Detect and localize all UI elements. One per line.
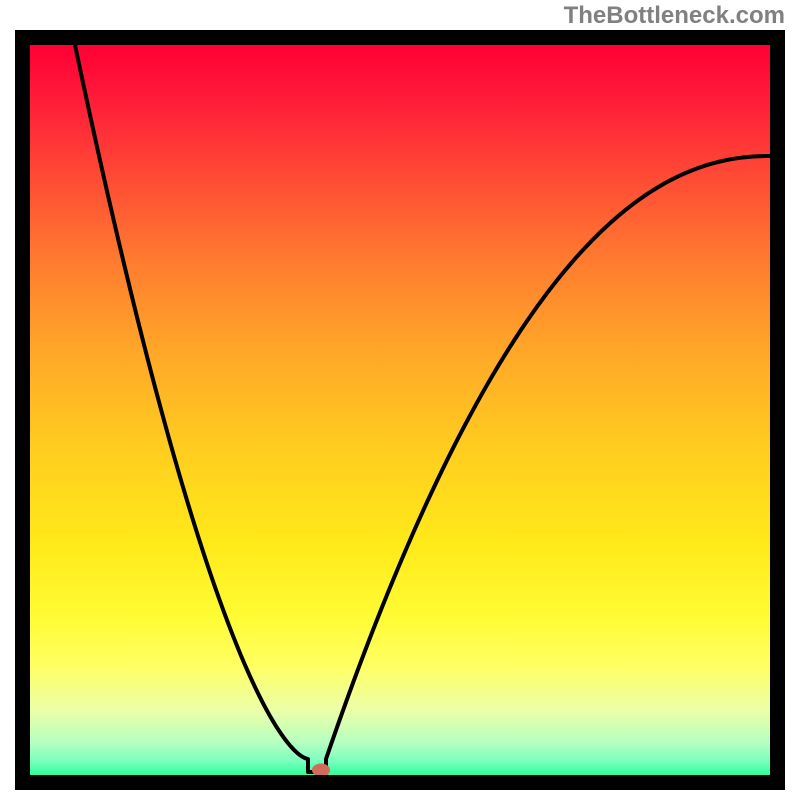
chart-svg: TheBottleneck.com (0, 0, 800, 800)
plot-gradient-bg (30, 45, 770, 775)
chart-root: TheBottleneck.com (0, 0, 800, 800)
optimal-point-marker (312, 764, 330, 777)
watermark-text: TheBottleneck.com (564, 2, 785, 29)
